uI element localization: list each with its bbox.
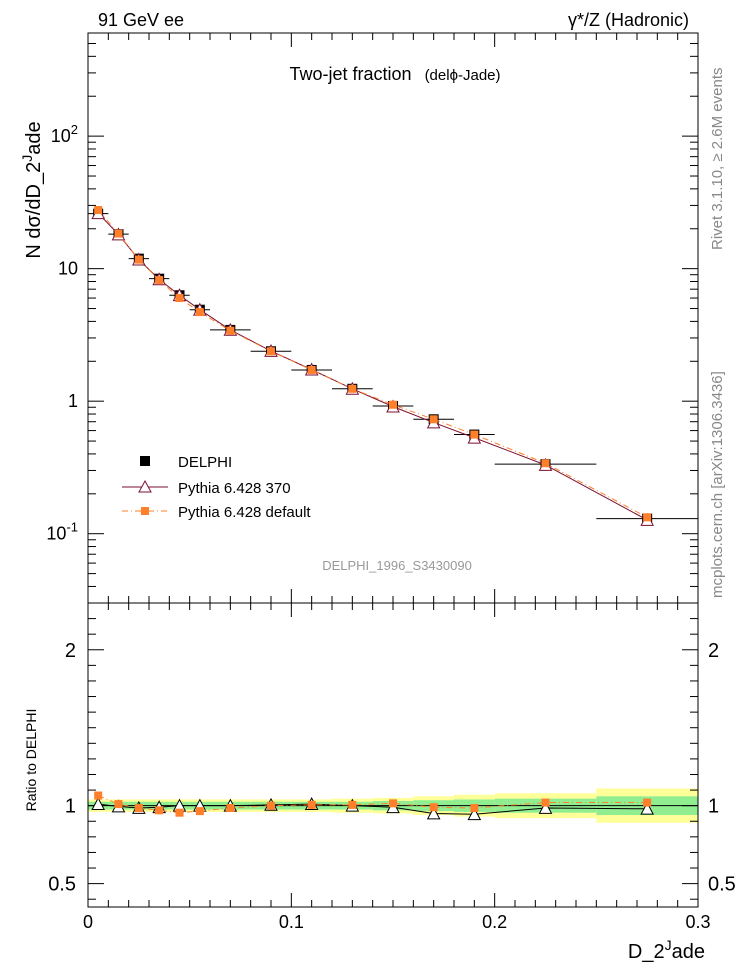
pythia-default-point: [389, 400, 397, 409]
pythia-default-point: [267, 347, 275, 356]
legend-marker-pythia-default: [141, 507, 149, 515]
ratio-pythia-default-point: [175, 808, 184, 817]
legend-marker-delphi: [140, 456, 150, 466]
x-tick-label: 0.3: [685, 912, 710, 932]
mcplots-label: mcplots.cern.ch [arXiv:1306.3436]: [709, 371, 726, 598]
main-ylabel: N dσ/dD_2Jade: [19, 121, 45, 258]
y-tick-label: 102: [51, 122, 78, 146]
ratio-pythia-default-point: [94, 791, 103, 800]
pythia-370-line: [97, 212, 648, 521]
legend-entry-delphi: DELPHI: [140, 454, 232, 471]
ratio-y-tick-label-right: 1: [708, 796, 719, 818]
ratio-frame: [87, 602, 699, 908]
legend-label-delphi: DELPHI: [178, 454, 232, 471]
ratio-y-tick-label: 1: [65, 796, 76, 818]
ratio-pythia-default-point: [195, 807, 204, 816]
ratio-y-tick-label: 0.5: [48, 874, 76, 896]
pythia-default-point: [226, 326, 235, 335]
pythia-default-point: [134, 255, 143, 264]
header-right: γ*/Z (Hadronic): [568, 10, 689, 30]
pythia-default-point: [541, 459, 550, 468]
pythia-default-point: [348, 384, 357, 393]
ratio-pythia-default-point: [307, 800, 316, 809]
ratio-pythia-370-point: [640, 801, 654, 815]
ratio-y-tick-label-right: 2: [708, 640, 719, 662]
ratio-pythia-default-point: [429, 803, 438, 812]
y-tick-label: 1: [68, 391, 78, 411]
legend-marker-pythia-370: [138, 479, 152, 493]
ratio-pythia-370-point: [91, 797, 105, 811]
pythia-default-point: [175, 294, 184, 303]
ratio-y-tick-label-right: 0.5: [708, 874, 736, 896]
main-panel: 10-1 1 10 102: [46, 32, 699, 604]
legend-entry-pythia-default: Pythia 6.428 default: [122, 504, 311, 521]
ratio-pythia-370-point: [467, 807, 482, 821]
ratio-pythia-default-point: [267, 801, 275, 810]
ratio-pythia-default-point: [114, 800, 123, 809]
ratio-pythia-default-point: [155, 806, 164, 815]
ratio-pythia-default-point: [226, 804, 235, 813]
x-tick-label: 0: [83, 912, 93, 932]
pythia-default-point: [470, 430, 479, 439]
pythia-default-point: [307, 365, 316, 374]
plot-title: Two-jet fraction (delϕ-Jade): [290, 64, 501, 84]
x-axis-label: D_2Jade: [628, 937, 705, 963]
ratio-pythia-default-point: [470, 804, 479, 813]
pythia-default-point: [643, 513, 652, 522]
ratio-pythia-370-point: [426, 806, 441, 820]
legend-label-pythia-370: Pythia 6.428 370: [178, 480, 291, 497]
pythia-default-point: [429, 415, 438, 424]
ratio-pythia-default-point: [348, 800, 357, 809]
ratio-ylabel: Ratio to DELPHI: [23, 709, 39, 812]
legend: DELPHI Pythia 6.428 370 Pythia 6.428 def…: [122, 454, 311, 521]
ratio-pythia-default-point: [389, 799, 397, 808]
plot-title-sub: (delϕ-Jade): [425, 67, 501, 84]
pythia-default-point: [155, 276, 164, 285]
ratio-pythia-370-point: [538, 800, 553, 814]
ratio-pythia-default-point: [643, 798, 652, 807]
pythia-default-line: [97, 209, 648, 518]
header-left: 91 GeV ee: [98, 10, 184, 30]
pythia-default-point: [195, 308, 204, 317]
ratio-panel: 0 0.1 0.2 0.3 0.5 0.5 1 1 2 2: [48, 602, 736, 932]
ratio-pythia-default-line: [97, 795, 648, 814]
legend-entry-pythia-370: Pythia 6.428 370: [122, 479, 291, 497]
pythia-default-point: [114, 229, 123, 238]
ratio-y-tick-label: 2: [65, 640, 76, 662]
x-tick-label: 0.2: [482, 912, 507, 932]
x-tick-label: 0.1: [279, 912, 304, 932]
rivet-label: Rivet 3.1.10, ≥ 2.6M events: [709, 68, 726, 251]
ratio-pythia-default-point: [541, 798, 550, 807]
ratio-pythia-default-point: [134, 804, 143, 813]
y-tick-label: 10-1: [46, 520, 78, 544]
legend-label-pythia-default: Pythia 6.428 default: [178, 504, 311, 521]
plot-title-main: Two-jet fraction: [290, 64, 412, 84]
pythia-default-point: [94, 206, 103, 215]
y-tick-label: 10: [58, 259, 78, 279]
analysis-id: DELPHI_1996_S3430090: [322, 558, 472, 573]
